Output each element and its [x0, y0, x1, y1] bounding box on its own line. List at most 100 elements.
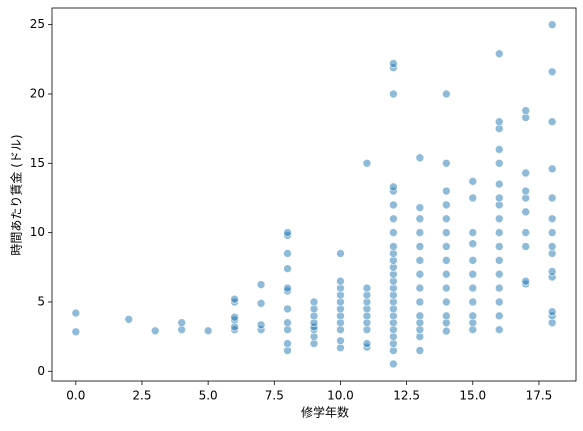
- x-tick-label: 5.0: [199, 389, 218, 403]
- point: [389, 59, 398, 68]
- y-tick-label: 15: [30, 156, 45, 170]
- point: [442, 159, 451, 168]
- x-tick-label: 2.5: [132, 389, 151, 403]
- point: [389, 214, 398, 224]
- point: [256, 299, 266, 308]
- point: [415, 153, 425, 163]
- point: [494, 297, 504, 307]
- point: [494, 269, 504, 279]
- point: [494, 228, 504, 237]
- x-tick-label: 10.0: [327, 389, 354, 403]
- point: [389, 89, 398, 99]
- point: [336, 249, 345, 258]
- point: [468, 297, 478, 307]
- point: [283, 249, 292, 258]
- point: [547, 193, 557, 203]
- point: [468, 256, 478, 265]
- point: [547, 20, 557, 29]
- point: [283, 264, 292, 273]
- point: [309, 297, 319, 307]
- point: [494, 214, 504, 224]
- point: [389, 242, 398, 251]
- point: [494, 179, 504, 189]
- point: [468, 193, 478, 203]
- point: [494, 325, 504, 334]
- point: [494, 159, 504, 168]
- point: [521, 276, 531, 286]
- point: [547, 117, 557, 127]
- point: [389, 182, 398, 192]
- point: [362, 283, 372, 293]
- point: [203, 326, 213, 336]
- point: [124, 314, 134, 324]
- point: [362, 339, 372, 348]
- point: [256, 280, 266, 289]
- point: [468, 239, 478, 249]
- point: [442, 89, 451, 99]
- x-tick-label: 17.5: [526, 389, 553, 403]
- point: [415, 297, 425, 307]
- point: [71, 308, 81, 318]
- point: [468, 311, 478, 321]
- point: [415, 228, 425, 237]
- point: [547, 164, 557, 174]
- x-tick-label: 12.5: [393, 389, 420, 403]
- point: [415, 242, 425, 251]
- x-axis-label: 修学年数: [301, 405, 349, 420]
- point: [468, 269, 478, 279]
- point: [494, 49, 504, 59]
- point: [283, 304, 292, 314]
- y-tick-label: 10: [30, 225, 45, 239]
- point: [468, 177, 478, 186]
- point: [389, 359, 398, 369]
- point: [547, 214, 557, 224]
- point: [494, 311, 504, 321]
- point: [415, 203, 425, 212]
- point: [494, 283, 504, 293]
- point: [442, 228, 451, 237]
- point: [547, 267, 557, 276]
- point: [442, 297, 451, 307]
- x-tick-label: 7.5: [265, 389, 284, 403]
- point: [283, 339, 292, 348]
- point: [336, 276, 345, 286]
- x-tick-label: 0.0: [66, 389, 85, 403]
- point: [415, 283, 425, 293]
- plot-frame: [51, 7, 577, 382]
- point: [442, 214, 451, 224]
- point: [521, 106, 531, 115]
- y-tick-label: 5: [37, 294, 45, 308]
- point: [415, 214, 425, 224]
- point: [521, 207, 531, 217]
- point: [283, 283, 292, 293]
- point: [442, 200, 451, 210]
- point: [415, 269, 425, 279]
- point: [415, 346, 425, 355]
- point: [442, 256, 451, 265]
- point: [468, 228, 478, 237]
- y-tick-label: 20: [30, 86, 45, 100]
- point: [521, 242, 531, 251]
- point: [415, 311, 425, 321]
- point: [150, 326, 160, 336]
- point: [362, 159, 372, 168]
- point: [442, 283, 451, 293]
- point: [230, 294, 239, 304]
- point: [256, 320, 266, 330]
- point: [521, 228, 531, 237]
- point: [547, 307, 557, 316]
- point: [494, 242, 504, 251]
- point: [442, 186, 451, 196]
- point: [442, 269, 451, 279]
- point: [494, 256, 504, 265]
- point: [521, 168, 531, 178]
- x-tick-label: 15.0: [459, 389, 486, 403]
- point: [494, 193, 504, 203]
- point: [283, 318, 292, 328]
- point: [442, 242, 451, 251]
- point: [177, 318, 186, 328]
- point: [230, 312, 239, 322]
- point: [494, 145, 504, 154]
